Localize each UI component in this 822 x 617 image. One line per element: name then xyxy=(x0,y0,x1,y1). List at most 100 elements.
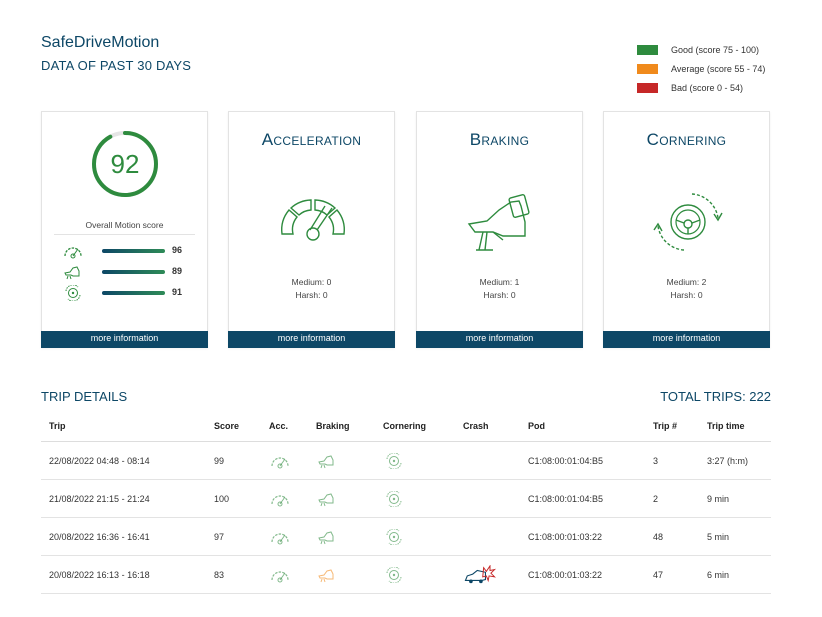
table-header-row: Trip Score Acc. Braking Cornering Crash … xyxy=(41,411,771,442)
card-title: Braking xyxy=(469,130,530,149)
speedometer-icon xyxy=(271,494,289,506)
steering-wheel-icon xyxy=(386,528,402,545)
total-trips-count: TOTAL TRIPS: 222 xyxy=(660,389,771,404)
harsh-count: Harsh: 0 xyxy=(483,290,516,300)
column-header-crash[interactable]: Crash xyxy=(463,411,528,442)
steering-wheel-icon xyxy=(386,490,402,507)
score-legend: Good (score 75 - 100) Average (score 55 … xyxy=(637,40,765,97)
trip-braking-cell xyxy=(316,555,383,594)
brake-pedal-icon xyxy=(318,454,334,468)
medium-count: Medium: 2 xyxy=(666,277,707,287)
trip-crash-cell xyxy=(463,479,528,518)
acceleration-card: Acceleration Medium: 0 Harsh: 0 more inf… xyxy=(228,111,395,348)
trip-date-cell: 20/08/2022 16:13 - 16:18 xyxy=(41,555,214,594)
table-row[interactable]: 20/08/2022 16:13 - 16:18 83 C1:08:00:01:03… xyxy=(41,555,771,594)
legend-swatch-average xyxy=(637,63,658,74)
trip-crash-cell xyxy=(463,555,528,594)
table-row[interactable]: 22/08/2022 04:48 - 08:14 99 C1:08:00:01:04… xyxy=(41,441,771,480)
steering-wheel-icon xyxy=(386,452,402,469)
trip-number-cell: 3 xyxy=(653,441,707,480)
column-header-trip[interactable]: Trip xyxy=(41,411,214,442)
trip-acc-cell xyxy=(269,517,316,556)
metric-value: 96 xyxy=(172,245,183,255)
crash-car-icon xyxy=(464,564,497,583)
trip-cornering-cell xyxy=(383,555,463,594)
column-header-cornering[interactable]: Cornering xyxy=(383,411,463,442)
column-header-trip-number[interactable]: Trip # xyxy=(653,411,707,442)
trip-pod-cell: C1:08:00:01:04:B5 xyxy=(528,479,653,518)
page-subtitle: DATA OF PAST 30 DAYS xyxy=(41,58,192,73)
legend-swatch-good xyxy=(637,44,658,55)
trip-score-cell: 83 xyxy=(214,555,269,594)
legend-swatch-bad xyxy=(637,82,658,93)
metric-value: 89 xyxy=(172,266,183,276)
braking-card: Braking Medium: 1 Harsh: 0 more informat… xyxy=(416,111,583,348)
trip-acc-cell xyxy=(269,479,316,518)
trip-acc-cell xyxy=(269,555,316,594)
speedometer-icon xyxy=(281,199,345,241)
trip-score-cell: 100 xyxy=(214,479,269,518)
trip-score-cell: 99 xyxy=(214,441,269,480)
column-header-pod[interactable]: Pod xyxy=(528,411,653,442)
legend-label: Bad (score 0 - 54) xyxy=(671,82,744,93)
trip-crash-cell xyxy=(463,441,528,480)
trip-time-cell: 5 min xyxy=(707,517,771,556)
trip-number-cell: 47 xyxy=(653,555,707,594)
speedometer-icon xyxy=(64,247,82,259)
cornering-card: Cornering Medium: 2 Harsh: 0 more inform… xyxy=(603,111,770,348)
brake-pedal-icon xyxy=(318,492,334,506)
more-information-button[interactable]: more information xyxy=(228,331,395,348)
trip-braking-cell xyxy=(316,517,383,556)
trip-date-cell: 22/08/2022 04:48 - 08:14 xyxy=(41,441,214,480)
medium-count: Medium: 1 xyxy=(479,277,520,287)
column-header-acc[interactable]: Acc. xyxy=(269,411,316,442)
app-title: SafeDriveMotion xyxy=(41,34,160,51)
card-title: Cornering xyxy=(646,130,727,149)
trip-cornering-cell xyxy=(383,479,463,518)
trip-braking-cell xyxy=(316,479,383,518)
metric-bar xyxy=(102,270,165,274)
harsh-count: Harsh: 0 xyxy=(295,290,328,300)
speedometer-icon xyxy=(271,570,289,582)
trip-pod-cell: C1:08:00:01:03:22 xyxy=(528,517,653,556)
card-title: Acceleration xyxy=(261,130,362,149)
trip-time-cell: 9 min xyxy=(707,479,771,518)
medium-count: Medium: 0 xyxy=(291,277,332,287)
more-information-button[interactable]: more information xyxy=(603,331,770,348)
legend-item-average: Average (score 55 - 74) xyxy=(637,59,765,78)
table-row[interactable]: 20/08/2022 16:36 - 16:41 97 C1:08:00:01:03… xyxy=(41,517,771,556)
metric-bar xyxy=(102,249,165,253)
metric-bar xyxy=(102,291,165,295)
trip-details-title: TRIP DETAILS xyxy=(41,389,128,404)
metric-value: 91 xyxy=(172,287,183,297)
score-gauge-ring xyxy=(92,131,158,197)
cornering-metric-row: 91 xyxy=(62,285,192,301)
trips-table: Trip Score Acc. Braking Cornering Crash … xyxy=(41,411,771,594)
trip-number-cell: 2 xyxy=(653,479,707,518)
overall-score-value: 92 xyxy=(110,149,140,179)
trip-date-cell: 21/08/2022 21:15 - 21:24 xyxy=(41,479,214,518)
trip-pod-cell: C1:08:00:01:03:22 xyxy=(528,555,653,594)
trip-cornering-cell xyxy=(383,441,463,480)
legend-item-bad: Bad (score 0 - 54) xyxy=(637,78,765,97)
table-row[interactable]: 21/08/2022 21:15 - 21:24 100 C1:08:00:01:0… xyxy=(41,479,771,518)
acceleration-metric-row: 96 xyxy=(62,243,192,259)
trip-time-cell: 3:27 (h:m) xyxy=(707,441,771,480)
trip-score-cell: 97 xyxy=(214,517,269,556)
speedometer-icon xyxy=(271,532,289,544)
more-information-button[interactable]: more information xyxy=(416,331,583,348)
brake-pedal-icon xyxy=(467,194,530,251)
braking-metric-row: 89 xyxy=(62,264,192,280)
trip-braking-cell xyxy=(316,441,383,480)
brake-pedal-icon xyxy=(64,266,80,280)
more-information-button[interactable]: more information xyxy=(41,331,208,348)
harsh-count: Harsh: 0 xyxy=(670,290,703,300)
trip-acc-cell xyxy=(269,441,316,480)
legend-item-good: Good (score 75 - 100) xyxy=(637,40,765,59)
column-header-braking[interactable]: Braking xyxy=(316,411,383,442)
trip-date-cell: 20/08/2022 16:36 - 16:41 xyxy=(41,517,214,556)
column-header-score[interactable]: Score xyxy=(214,411,269,442)
trip-crash-cell xyxy=(463,517,528,556)
column-header-trip-time[interactable]: Trip time xyxy=(707,411,771,442)
overall-score-label: Overall Motion score xyxy=(85,220,164,230)
